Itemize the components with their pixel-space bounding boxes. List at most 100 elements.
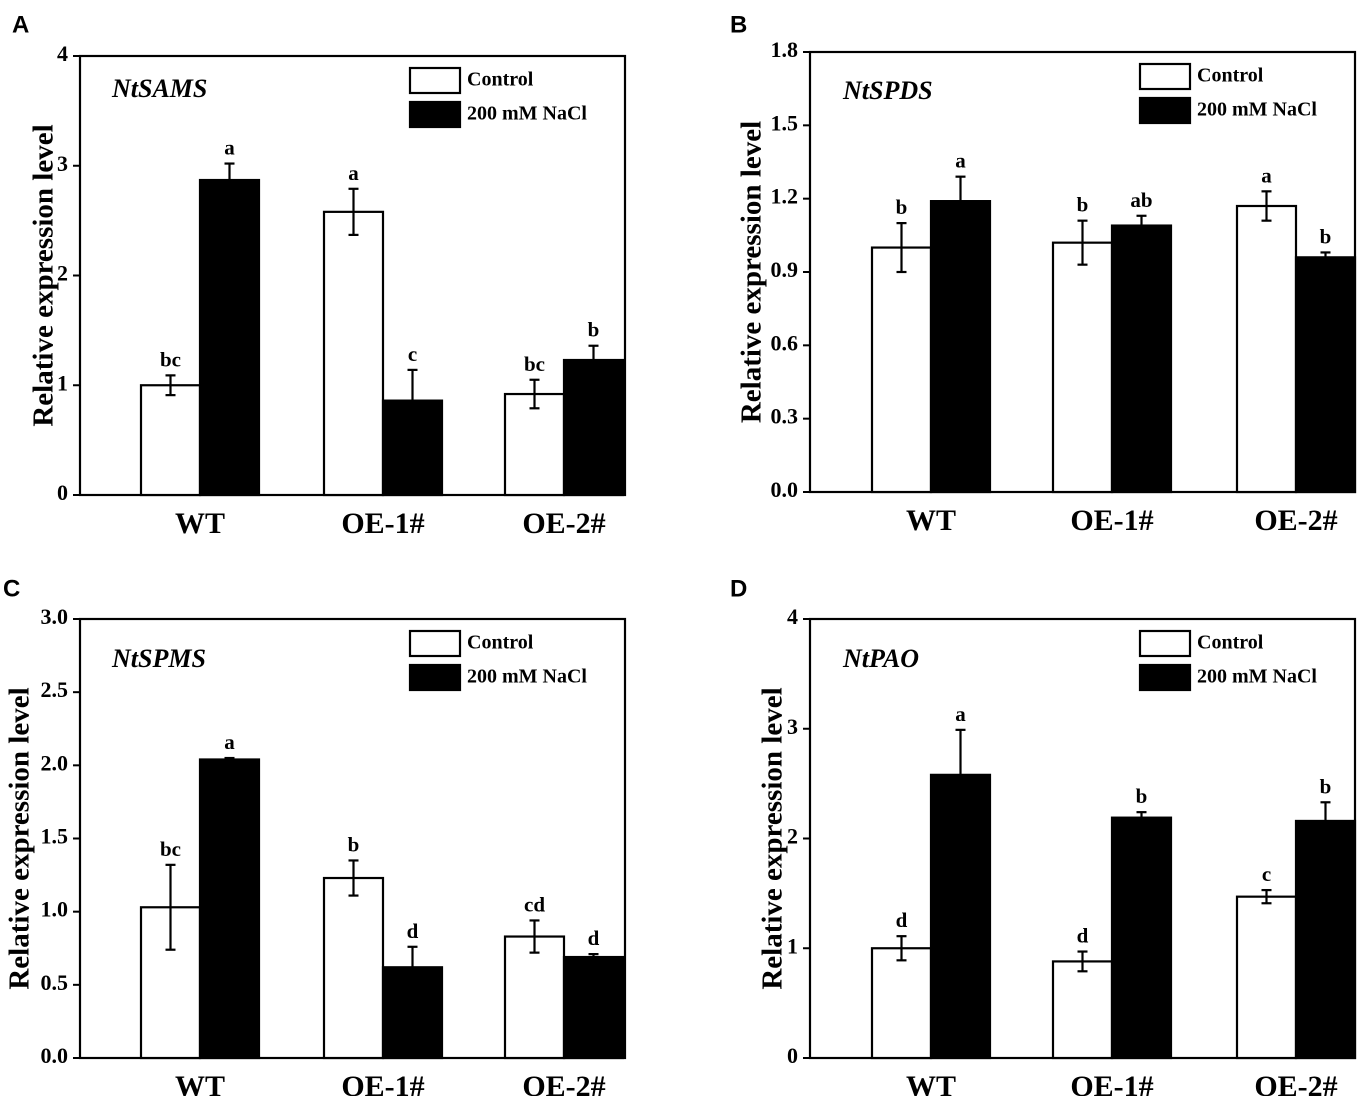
panel-b-ytick-label: 1.8 [771,37,799,62]
panel-a-bar-control-2 [503,392,566,497]
panel-c-significance-letter: d [588,926,600,950]
panel-c-significance-letter: cd [524,892,545,916]
panel-a-legend-label-nacl: 200 mM NaCl [467,103,587,125]
panel-b-significance-letter: a [1261,163,1272,187]
panel-c-ytick-label: 3.0 [41,604,69,629]
panel-c-label: C [3,575,20,602]
panel-d-ytick-label: 2 [787,824,798,849]
panel-c-bar-control-1 [322,876,385,1060]
panel-d-bar-nacl-1 [1110,816,1173,1060]
panel-d-legend-label-nacl: 200 mM NaCl [1197,666,1317,688]
panel-d-y-axis-label: Relative expression level [757,687,789,989]
panel-c-ytick-label: 0.0 [41,1043,69,1068]
panel-a-ytick-label: 3 [57,151,68,176]
panel-a-significance-letter: a [224,136,235,160]
panel-b-significance-letter: b [1320,224,1332,248]
panel-a-gene-title: NtSAMS [111,74,207,103]
panel-d-significance-letter: a [955,702,966,726]
panel-b-bar-nacl-2 [1294,256,1357,494]
panel-b-ytick-label: 0.0 [771,477,799,502]
panel-b-gene-title: NtSPDS [842,76,933,105]
panel-c-ytick-label: 1.5 [41,824,69,849]
panel-a-bar-nacl-0 [198,178,261,497]
panel-b-ytick-label: 1.2 [771,184,799,209]
panel-a-ytick-label: 0 [57,480,68,505]
panel-a-significance-letter: b [588,318,600,342]
panel-d-legend-swatch-nacl [1138,663,1192,692]
panel-d-category-label: WT [906,1070,956,1096]
panel-d-ytick-label: 3 [787,714,798,739]
panel-b-legend-swatch-control [1138,62,1192,91]
panel-c-legend-swatch-nacl [408,663,462,692]
panel-c-legend-label-control: Control [467,632,534,654]
panel-c-ytick-label: 2.5 [41,677,69,702]
panel-b-significance-letter: a [955,149,966,173]
panel-d-ytick-label: 1 [787,933,798,958]
panel-b-legend-label-control: Control [1197,65,1264,87]
panel-b-category-label: WT [906,504,956,537]
panel-b-category-label: OE-1# [1070,504,1153,537]
panel-a-significance-letter: bc [524,352,545,376]
panel-b-significance-letter: b [896,195,908,219]
panel-b-significance-letter: ab [1130,188,1152,212]
panel-d-bar-control-0 [870,947,933,1060]
panel-a-legend-swatch-control [408,66,462,95]
panel-c-gene-title: NtSPMS [111,644,206,673]
panel-c-category-label: WT [175,1070,225,1096]
panel-a-label: A [12,11,29,38]
panel-c-bar-nacl-2 [562,955,625,1060]
panel-c-significance-letter: bc [160,837,181,861]
panel-d-bar-nacl-2 [1294,819,1357,1060]
panel-d-legend-swatch-control [1138,629,1192,658]
panel-c-bar-control-2 [503,935,566,1060]
panel-c-ytick-label: 0.5 [41,970,69,995]
panel-b-legend-label-nacl: 200 mM NaCl [1197,99,1317,121]
panel-a-y-axis-label: Relative expression level [28,124,60,426]
panel-a-significance-letter: a [348,161,359,185]
panel-b-bar-nacl-1 [1110,224,1173,494]
panel-a-ytick-label: 4 [57,41,68,66]
panel-c-legend-swatch-control [408,629,462,658]
panel-a-ytick-label: 1 [57,370,68,395]
panel-a-legend-swatch-nacl [408,100,462,129]
panel-c-significance-letter: d [407,919,419,943]
panel-d-bar-control-1 [1051,960,1114,1060]
panel-d-ytick-label: 4 [787,604,798,629]
panel-c-y-axis-label: Relative expression level [4,687,36,989]
panel-c-ytick-label: 2.0 [41,750,69,775]
panel-d-bar-control-2 [1235,895,1298,1060]
panel-d-category-label: OE-2# [1254,1070,1337,1096]
panel-d-significance-letter: d [1077,924,1089,948]
panel-d-significance-letter: b [1136,784,1148,808]
panel-b-ytick-label: 0.3 [771,404,799,429]
panel-b-category-label: OE-2# [1254,504,1337,537]
panel-a-significance-letter: c [408,342,417,366]
panel-a-legend-label-control: Control [467,69,534,91]
panel-d-legend-label-control: Control [1197,632,1264,654]
panel-b-bar-control-1 [1051,241,1114,494]
panel-c-ytick-label: 1.0 [41,897,69,922]
panel-d-ytick-label: 0 [787,1043,798,1068]
panel-b-legend-swatch-nacl [1138,96,1192,125]
panel-d-category-label: OE-1# [1070,1070,1153,1096]
panel-b-ytick-label: 0.6 [771,330,799,355]
panel-d-gene-title: NtPAO [842,644,919,673]
panel-a-bar-nacl-2 [562,358,625,497]
panel-c-legend-label-nacl: 200 mM NaCl [467,666,587,688]
panel-b-bar-nacl-0 [929,200,992,494]
panel-d-significance-letter: d [896,908,908,932]
panel-c-category-label: OE-1# [341,1070,424,1096]
panel-b-ytick-label: 0.9 [771,257,799,282]
panel-c-significance-letter: b [348,832,360,856]
panel-b-bar-control-2 [1235,204,1298,494]
panel-c-category-label: OE-2# [522,1070,605,1096]
panel-a-ytick-label: 2 [57,261,68,286]
panel-d-significance-letter: b [1320,774,1332,798]
panel-a-bar-control-1 [322,210,385,497]
panel-a-bar-control-0 [139,384,202,497]
panel-b-label: B [730,11,747,38]
panel-b-y-axis-label: Relative expression level [736,121,768,423]
panel-a-category-label: OE-1# [341,507,424,540]
